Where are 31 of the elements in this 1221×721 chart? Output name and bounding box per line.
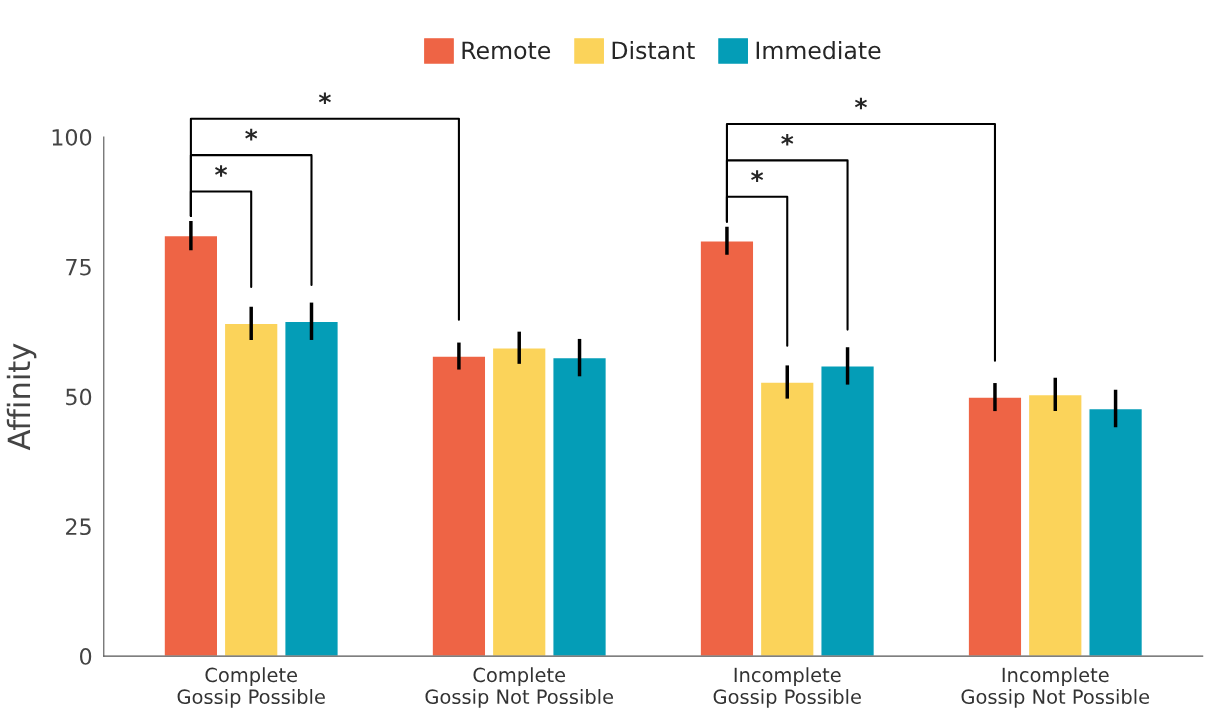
x-tick-label: Incomplete Gossip Not Possible (961, 667, 1150, 708)
text: * (854, 97, 867, 110)
bar (759, 381, 815, 657)
annotation: * (245, 128, 258, 141)
text: * (318, 92, 331, 105)
bar (699, 240, 755, 657)
bar (223, 322, 279, 657)
legend-label: Immediate (756, 40, 881, 60)
y-tick-label: 100 (52, 128, 92, 146)
bar (431, 355, 487, 657)
y-tick-label: 50 (66, 388, 92, 406)
legend-label: Remote (462, 41, 551, 60)
bar (1088, 407, 1144, 657)
x-tick-label: Incomplete Gossip Possible (713, 667, 861, 708)
x-tick-label: Complete Gossip Possible (177, 667, 325, 708)
bar (1027, 393, 1083, 657)
annotation: * (215, 165, 228, 177)
bar (284, 320, 340, 657)
y-tick-label: 0 (80, 648, 92, 665)
x-tick-label: Complete Gossip Not Possible (425, 667, 614, 708)
bar (820, 365, 876, 657)
bar (967, 396, 1023, 657)
bar (163, 234, 219, 657)
legend-label: Distant (612, 40, 695, 60)
y-tick-label: 25 (66, 518, 91, 536)
annotation: * (781, 134, 794, 146)
bar (491, 347, 547, 657)
y-axis-title: Affinity (6, 343, 37, 451)
y-tick-label: 75 (66, 259, 91, 276)
annotation: * (751, 170, 764, 182)
bar (552, 356, 608, 657)
